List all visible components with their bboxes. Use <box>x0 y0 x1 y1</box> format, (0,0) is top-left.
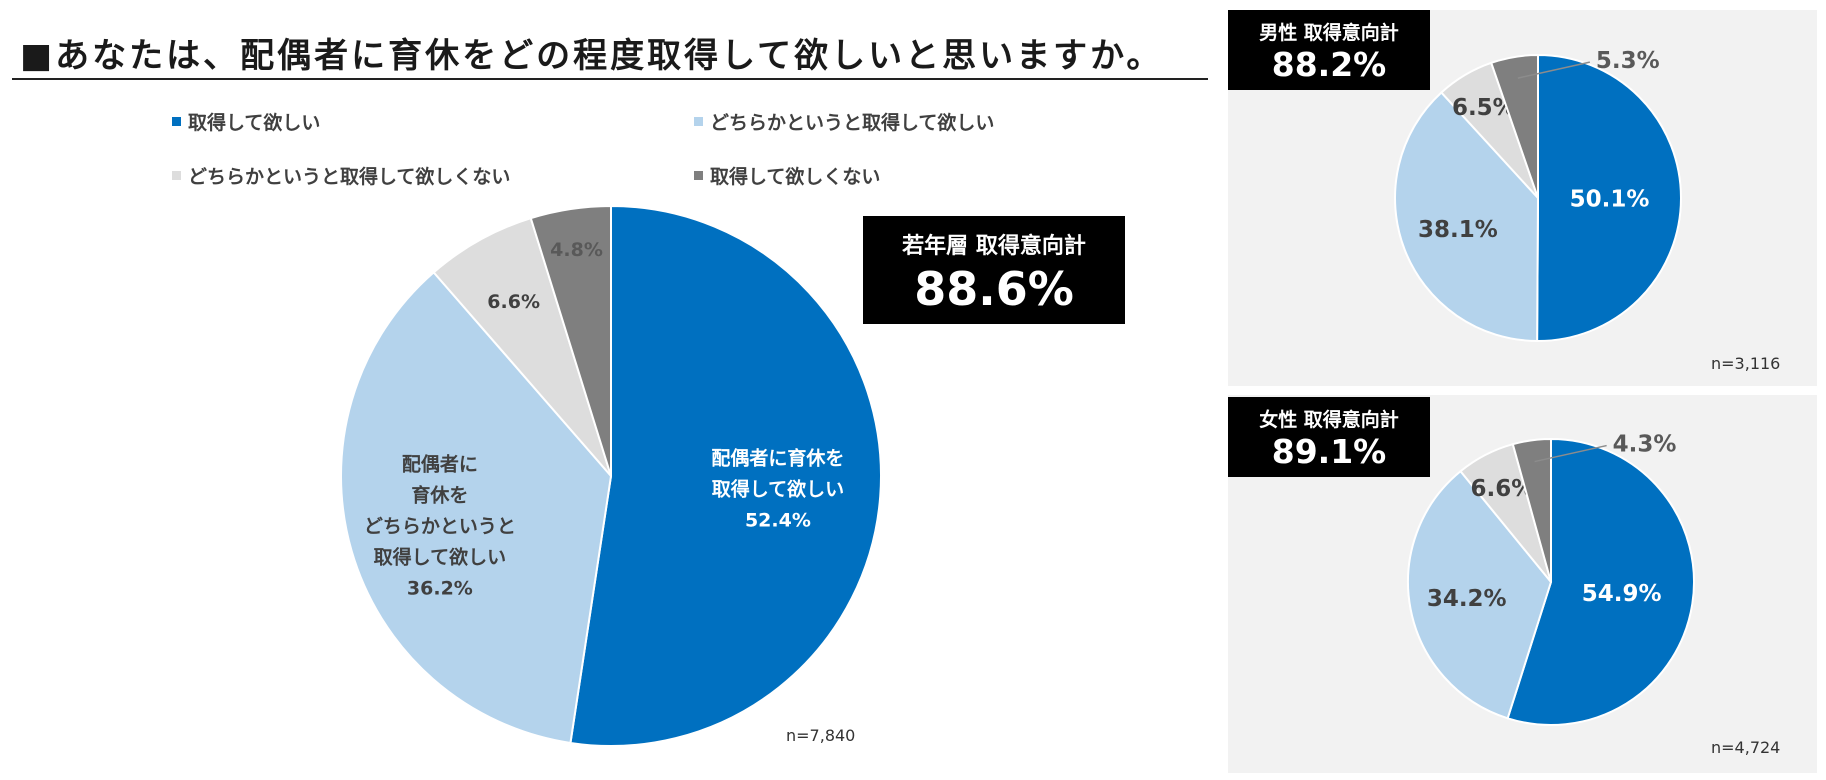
female-pie-slice-1 <box>1407 469 1553 720</box>
female-callout-value: 89.1% <box>1271 432 1387 471</box>
main-data-label-line: 配偶者に育休を <box>711 446 844 469</box>
legend-swatch <box>694 117 703 126</box>
main-data-label-line: 取得して欲しい <box>712 477 844 500</box>
male-callout-label: 男性 取得意向計 <box>1259 22 1399 44</box>
male-data-label-0: 50.1% <box>1570 186 1650 212</box>
title-underline <box>12 78 1208 80</box>
main-intent-callout: 若年層 取得意向計 88.6% <box>863 216 1125 324</box>
legend-label: どちらかというと取得して欲しくない <box>188 166 511 188</box>
main-data-label-line: 36.2% <box>407 577 473 599</box>
female-sample-size: n=4,724 <box>1711 738 1781 757</box>
chart-title: ■あなたは、配偶者に育休をどの程度取得して欲しいと思いますか。 <box>20 36 1164 76</box>
main-pie-slice-3 <box>529 204 612 477</box>
legend-swatch <box>694 171 703 180</box>
main-data-label-line: 取得して欲しい <box>374 545 506 568</box>
female-data-label-1: 34.2% <box>1427 586 1507 612</box>
main-pie-slice-1 <box>340 270 613 745</box>
legend-label: どちらかというと取得して欲しい <box>710 112 995 134</box>
male-intent-callout: 男性 取得意向計 88.2% <box>1228 10 1430 90</box>
male-data-label-line: 50.1% <box>1570 186 1650 212</box>
male-sample-size: n=3,116 <box>1711 354 1781 373</box>
legend-label: 取得して欲しくない <box>710 166 881 188</box>
male-data-label-1: 38.1% <box>1418 217 1498 243</box>
female-data-label-line: 34.2% <box>1427 586 1507 612</box>
male-data-label-line: 38.1% <box>1418 217 1498 243</box>
main-data-label-3: 4.8% <box>550 239 603 261</box>
legend-item-somewhat-not-want: どちらかというと取得して欲しくない <box>172 162 510 189</box>
male-leader-line <box>1517 61 1591 79</box>
main-pie-slice-2 <box>432 216 612 477</box>
male-pie-slice-1 <box>1394 91 1540 343</box>
female-callout-label: 女性 取得意向計 <box>1259 409 1399 431</box>
legend-label: 取得して欲しい <box>188 112 321 134</box>
male-data-label-3: 5.3% <box>1596 48 1660 74</box>
female-data-label-line: 54.9% <box>1582 581 1662 607</box>
female-leader-line <box>1534 444 1607 463</box>
main-data-label-line: 52.4% <box>745 509 811 531</box>
legend-item-not-want: 取得して欲しくない <box>694 162 880 189</box>
legend-swatch <box>172 117 181 126</box>
main-pie-slice-0 <box>569 204 882 747</box>
legend-item-somewhat-want: どちらかというと取得して欲しい <box>694 108 994 135</box>
legend-swatch <box>172 171 181 180</box>
main-data-label-line: 育休を <box>411 483 468 506</box>
main-callout-value: 88.6% <box>914 262 1074 316</box>
legend-item-want: 取得して欲しい <box>172 108 320 135</box>
main-data-label-2: 6.6% <box>487 291 540 313</box>
main-data-label-0: 配偶者に育休を取得して欲しい 52.4% <box>711 446 844 531</box>
female-data-label-3: 4.3% <box>1613 432 1677 458</box>
main-data-label-line: どちらかというと <box>364 515 516 537</box>
main-sample-size: n=7,840 <box>786 726 856 745</box>
male-pie-slice-0 <box>1536 53 1683 342</box>
male-pie-slice-3 <box>1489 53 1539 199</box>
female-pie-slice-0 <box>1506 437 1695 726</box>
main-callout-label: 若年層 取得意向計 <box>902 234 1086 259</box>
main-data-label-1: 配偶者に育休をどちらかというと取得して欲しい 36.2% <box>364 452 516 599</box>
main-data-label-line: 6.6% <box>487 291 540 313</box>
main-data-label-line: 4.8% <box>550 239 603 261</box>
female-data-label-0: 54.9% <box>1582 581 1662 607</box>
main-data-label-line: 配偶者に <box>402 452 478 475</box>
female-intent-callout: 女性 取得意向計 89.1% <box>1228 397 1430 477</box>
male-callout-value: 88.2% <box>1271 45 1387 84</box>
female-pie-slice-3 <box>1511 437 1552 583</box>
